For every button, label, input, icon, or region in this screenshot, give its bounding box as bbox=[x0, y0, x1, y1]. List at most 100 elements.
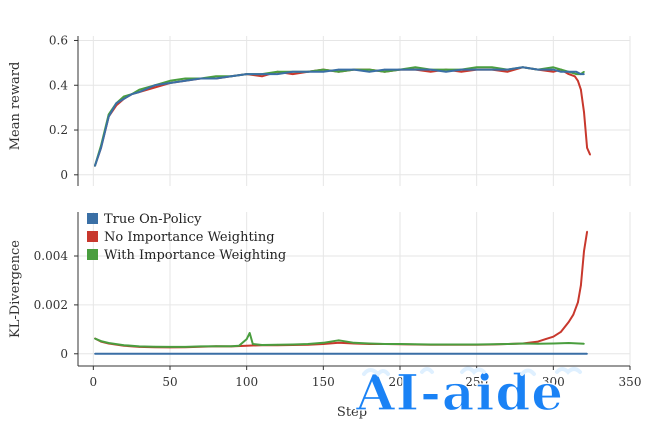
reward-ytick-label-2: 0.4 bbox=[49, 78, 68, 92]
legend-label-with-importance-weighting: With Importance Weighting bbox=[104, 248, 286, 263]
legend-label-true-on-policy: True On-Policy bbox=[104, 212, 202, 227]
kl-point-with-importance-weighting-1 bbox=[100, 340, 102, 342]
kl-point-with-importance-weighting-20 bbox=[337, 339, 340, 342]
reward-point-no-importance-weighting-36 bbox=[574, 75, 576, 78]
kl-point-with-importance-weighting-18 bbox=[307, 343, 309, 345]
reward-point-with-importance-weighting-8 bbox=[169, 80, 171, 82]
reward-point-with-importance-weighting-15 bbox=[276, 71, 279, 73]
reward-point-true-on-policy-38 bbox=[583, 73, 585, 75]
reward-point-true-on-policy-10 bbox=[199, 77, 202, 80]
kl-point-with-importance-weighting-0 bbox=[94, 337, 96, 340]
reward-point-true-on-policy-27 bbox=[460, 68, 463, 71]
reward-point-with-importance-weighting-9 bbox=[184, 77, 187, 80]
x-axis-label: Step bbox=[337, 405, 367, 420]
watermark-logo-graphic: AI-aide bbox=[354, 362, 582, 423]
reward-point-true-on-policy-0 bbox=[94, 165, 96, 167]
reward-point-true-on-policy-16 bbox=[291, 71, 294, 73]
kl-point-no-importance-weighting-36 bbox=[577, 301, 579, 304]
reward-ytick-label-3: 0.6 bbox=[49, 33, 68, 47]
reward-point-true-on-policy-1 bbox=[100, 147, 102, 149]
kl-point-with-importance-weighting-9 bbox=[215, 345, 217, 348]
reward-point-no-importance-weighting-41 bbox=[589, 153, 591, 156]
reward-point-with-importance-weighting-24 bbox=[414, 66, 417, 69]
reward-point-with-importance-weighting-19 bbox=[337, 71, 340, 73]
kl-point-with-importance-weighting-4 bbox=[138, 345, 141, 348]
reward-point-true-on-policy-13 bbox=[245, 73, 248, 75]
kl-series-group bbox=[94, 230, 589, 355]
reward-point-true-on-policy-18 bbox=[322, 71, 325, 73]
legend: True On-Policy No Importance Weighting Wit… bbox=[87, 212, 286, 263]
kl-point-with-importance-weighting-7 bbox=[184, 346, 187, 348]
reward-point-true-on-policy-20 bbox=[353, 68, 355, 71]
legend-swatch-with-importance-weighting bbox=[87, 249, 98, 260]
reward-point-true-on-policy-32 bbox=[537, 68, 539, 71]
reward-panel: 0 0.2 0.4 0.6 Mean reward bbox=[8, 33, 631, 186]
xtick-label-250: 250 bbox=[465, 375, 488, 389]
kl-ytick-label-0: 0 bbox=[60, 347, 68, 361]
kl-y-axis-label: KL-Divergence bbox=[8, 240, 23, 338]
reward-y-axis-label: Mean reward bbox=[8, 62, 23, 151]
reward-point-true-on-policy-31 bbox=[521, 66, 524, 69]
xtick-label-0: 0 bbox=[90, 375, 98, 389]
kl-point-no-importance-weighting-33 bbox=[560, 331, 562, 333]
reward-point-true-on-policy-24 bbox=[414, 68, 417, 71]
reward-point-true-on-policy-37 bbox=[580, 73, 582, 75]
kl-point-with-importance-weighting-30 bbox=[491, 343, 493, 346]
reward-point-true-on-policy-30 bbox=[506, 68, 509, 71]
kl-point-with-importance-weighting-27 bbox=[445, 343, 447, 346]
reward-point-with-importance-weighting-36 bbox=[575, 73, 578, 75]
kl-point-with-importance-weighting-26 bbox=[429, 343, 432, 346]
reward-point-with-importance-weighting-38 bbox=[583, 71, 585, 73]
reward-point-true-on-policy-25 bbox=[429, 68, 432, 71]
kl-point-no-importance-weighting-39 bbox=[586, 230, 588, 233]
kl-point-with-importance-weighting-11 bbox=[238, 344, 240, 347]
kl-point-no-importance-weighting-32 bbox=[552, 335, 555, 338]
kl-point-with-importance-weighting-22 bbox=[368, 342, 371, 345]
kl-point-with-importance-weighting-35 bbox=[567, 342, 570, 344]
reward-point-no-importance-weighting-27 bbox=[460, 71, 463, 73]
reward-point-no-importance-weighting-30 bbox=[506, 71, 509, 73]
kl-panel: 0 0.002 0.004 0 50 100 150 200 250 300 350 KL-Div… bbox=[8, 212, 641, 420]
reward-point-true-on-policy-21 bbox=[368, 71, 371, 73]
kl-point-with-importance-weighting-3 bbox=[123, 344, 125, 347]
reward-point-no-importance-weighting-39 bbox=[583, 111, 585, 113]
reward-point-true-on-policy-15 bbox=[276, 73, 279, 75]
reward-point-true-on-policy-3 bbox=[115, 102, 118, 104]
kl-point-with-importance-weighting-5 bbox=[153, 345, 156, 348]
reward-point-with-importance-weighting-11 bbox=[215, 75, 217, 78]
reward-point-no-importance-weighting-37 bbox=[577, 80, 579, 82]
reward-point-true-on-policy-11 bbox=[215, 77, 217, 80]
reward-point-true-on-policy-12 bbox=[230, 75, 233, 78]
reward-point-no-importance-weighting-33 bbox=[552, 71, 555, 73]
kl-point-with-importance-weighting-29 bbox=[475, 343, 478, 346]
kl-line-with-importance-weighting bbox=[94, 332, 585, 348]
reward-point-true-on-policy-5 bbox=[130, 93, 133, 95]
reward-point-no-importance-weighting-38 bbox=[580, 88, 582, 91]
kl-point-with-importance-weighting-23 bbox=[383, 343, 386, 345]
reward-point-true-on-policy-26 bbox=[445, 71, 447, 73]
kl-point-true-on-policy-1 bbox=[586, 353, 588, 355]
reward-point-true-on-policy-28 bbox=[475, 68, 478, 71]
reward-point-true-on-policy-4 bbox=[123, 97, 125, 100]
reward-point-with-importance-weighting-6 bbox=[138, 88, 141, 91]
reward-line-with-importance-weighting bbox=[93, 66, 585, 167]
reward-point-no-importance-weighting-35 bbox=[567, 73, 570, 75]
kl-point-no-importance-weighting-17 bbox=[337, 342, 340, 344]
watermark-logo: AI-aide bbox=[352, 362, 612, 423]
kl-point-no-importance-weighting-30 bbox=[537, 340, 539, 343]
kl-point-with-importance-weighting-21 bbox=[353, 342, 355, 344]
x-axis: 0 50 100 150 200 250 300 350 bbox=[78, 365, 641, 389]
reward-point-true-on-policy-29 bbox=[491, 68, 493, 71]
reward-point-with-importance-weighting-28 bbox=[475, 66, 478, 69]
xtick-label-200: 200 bbox=[389, 375, 412, 389]
reward-point-true-on-policy-17 bbox=[307, 71, 309, 73]
reward-point-true-on-policy-2 bbox=[107, 115, 110, 118]
kl-y-axis: 0 0.002 0.004 bbox=[34, 212, 79, 366]
kl-point-with-importance-weighting-16 bbox=[276, 343, 279, 346]
kl-point-with-importance-weighting-32 bbox=[521, 342, 524, 345]
kl-ytick-label-2: 0.004 bbox=[34, 249, 69, 263]
reward-point-true-on-policy-34 bbox=[560, 71, 562, 73]
reward-point-with-importance-weighting-18 bbox=[322, 68, 325, 71]
kl-point-with-importance-weighting-33 bbox=[537, 343, 539, 345]
